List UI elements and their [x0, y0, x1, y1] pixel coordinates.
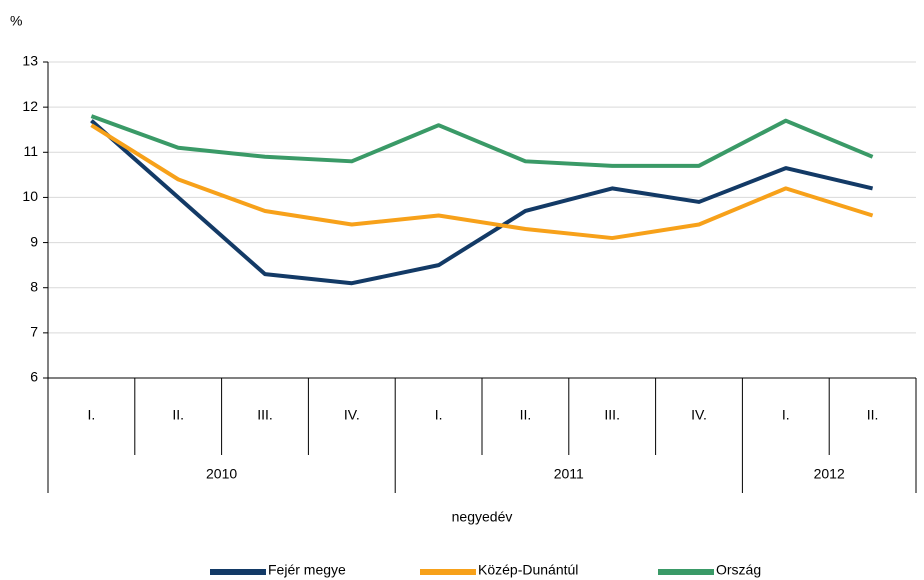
- series-line: [90, 119, 874, 286]
- y-tick-label: 7: [30, 324, 38, 340]
- y-tick-label: 11: [23, 143, 38, 159]
- x-tick-label: I.: [435, 407, 443, 423]
- y-tick-label: 12: [22, 98, 38, 114]
- y-tick-label: 6: [30, 369, 38, 385]
- group-label: 2012: [814, 466, 845, 482]
- y-tick-label: 9: [30, 233, 38, 249]
- series-line: [90, 114, 874, 168]
- y-tick-label: 13: [22, 53, 38, 69]
- x-tick-label: III.: [257, 407, 273, 423]
- legend-label: Ország: [716, 562, 761, 578]
- x-tick-label: I.: [782, 407, 790, 423]
- x-tick-label: IV.: [344, 407, 360, 423]
- x-tick-label: II.: [520, 407, 532, 423]
- x-tick-label: II.: [867, 407, 879, 423]
- y-tick-label: 10: [22, 188, 38, 204]
- x-tick-label: I.: [88, 407, 96, 423]
- x-tick-label: II.: [172, 407, 184, 423]
- y-tick-label: 8: [30, 278, 38, 294]
- x-axis-label: negyedév: [452, 509, 513, 525]
- group-label: 2011: [554, 466, 584, 482]
- x-tick-label: IV.: [691, 407, 707, 423]
- legend-label: Fejér megye: [268, 562, 346, 578]
- legend-label: Közép-Dunántúl: [478, 562, 578, 578]
- y-axis-label: %: [10, 13, 22, 29]
- series-line: [90, 123, 874, 241]
- group-label: 2010: [206, 466, 237, 482]
- x-tick-label: III.: [604, 407, 620, 423]
